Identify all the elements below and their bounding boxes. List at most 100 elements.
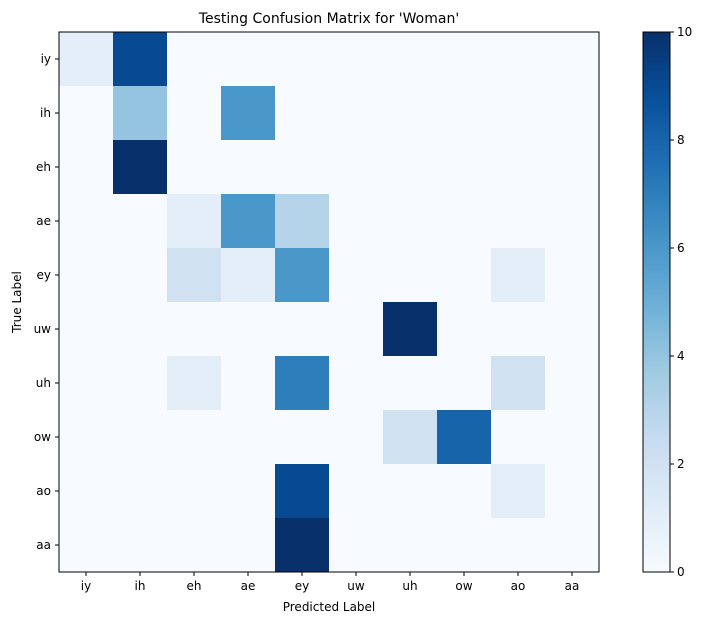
x-tick-label: aa [565,579,580,593]
heatmap-cell [491,248,546,303]
heatmap-cell [275,194,330,249]
heatmap-cell [491,194,546,249]
heatmap-cell [275,356,330,411]
y-tick-label: ey [37,268,51,282]
heatmap-cell [167,86,222,141]
heatmap-cell [167,464,222,519]
x-tick-label: eh [187,579,202,593]
heatmap-cell [59,140,114,195]
heatmap-cell [275,410,330,465]
heatmap-cell [113,194,168,249]
heatmap-cell [275,302,330,357]
colorbar-tick-label: 6 [677,241,685,255]
x-tick-label: ih [135,579,146,593]
heatmap-cell [545,86,600,141]
colorbar-tick-label: 0 [677,565,685,579]
x-tick-label: iy [81,579,91,593]
heatmap-cell [221,86,276,141]
heatmap-cell [167,248,222,303]
heatmap-cell [329,86,384,141]
y-tick-label: ow [34,430,51,444]
heatmap-cell [491,410,546,465]
colorbar-tick-label: 8 [677,133,685,147]
heatmap-cell [383,86,438,141]
heatmap-cell [167,518,222,573]
y-tick-label: ae [36,214,51,228]
heatmap-cell [329,302,384,357]
heatmap-cell [113,86,168,141]
heatmap-cell [437,356,492,411]
heatmap-cell [167,356,222,411]
heatmap-cell [491,140,546,195]
colorbar-tick-label: 2 [677,457,685,471]
heatmap-cell [59,356,114,411]
heatmap-cell [221,410,276,465]
heatmap-cell [545,140,600,195]
heatmap-cell [329,32,384,87]
heatmap-cell [59,248,114,303]
x-tick-label: uh [402,579,417,593]
heatmap-cell [329,194,384,249]
heatmap-cell [491,518,546,573]
x-tick-label: ow [455,579,472,593]
plot-frame [58,31,600,573]
heatmap-cell [383,518,438,573]
heatmap-cell [491,32,546,87]
x-axis-ticks: iy ih eh ae ey uw uh ow ao aa [81,572,580,593]
x-axis-label: Predicted Label [283,600,376,614]
heatmap-cell [545,194,600,249]
heatmap-cell [167,302,222,357]
heatmap-cell [545,518,600,573]
heatmap-cell [221,140,276,195]
heatmap-cell [545,248,600,303]
heatmap-cell [59,302,114,357]
heatmap-cell [113,410,168,465]
heatmap-cell [545,356,600,411]
y-tick-label: aa [36,538,51,552]
heatmap-cell [113,302,168,357]
heatmap-cell [491,356,546,411]
heatmap-cell [545,410,600,465]
heatmap-cell [113,464,168,519]
heatmap-cell [221,518,276,573]
heatmap-cell [329,356,384,411]
y-tick-label: iy [41,52,51,66]
heatmap-cell [437,410,492,465]
y-tick-label: ao [36,484,51,498]
heatmap-cell [59,86,114,141]
heatmap-cell [113,356,168,411]
heatmap-cell [437,86,492,141]
heatmap-cell [167,410,222,465]
heatmap-cell [275,248,330,303]
heatmap-cell [491,464,546,519]
heatmap-cell [221,356,276,411]
heatmap-cell [329,248,384,303]
heatmap-cell [59,194,114,249]
heatmap-cell [167,194,222,249]
heatmap-cell [383,410,438,465]
heatmap-cell [221,302,276,357]
heatmap-cell [437,302,492,357]
heatmap-cell [113,32,168,87]
heatmap-cell [383,302,438,357]
y-axis-label: True Label [10,271,24,334]
heatmap-cell [275,32,330,87]
heatmap-cell [545,32,600,87]
heatmap-cell [59,32,114,87]
heatmap-cell [113,518,168,573]
x-tick-label: uw [347,579,365,593]
heatmap-cell [329,410,384,465]
heatmap-cell [221,464,276,519]
heatmap-cell [383,248,438,303]
heatmap-cell [329,464,384,519]
heatmap-cell [329,518,384,573]
heatmap-cell [221,32,276,87]
heatmap-cell [275,86,330,141]
heatmap-cell [113,140,168,195]
heatmap-cell [383,464,438,519]
heatmap-cell [221,248,276,303]
heatmap-cell [275,140,330,195]
heatmap-cell [167,32,222,87]
y-tick-label: uw [34,322,52,336]
